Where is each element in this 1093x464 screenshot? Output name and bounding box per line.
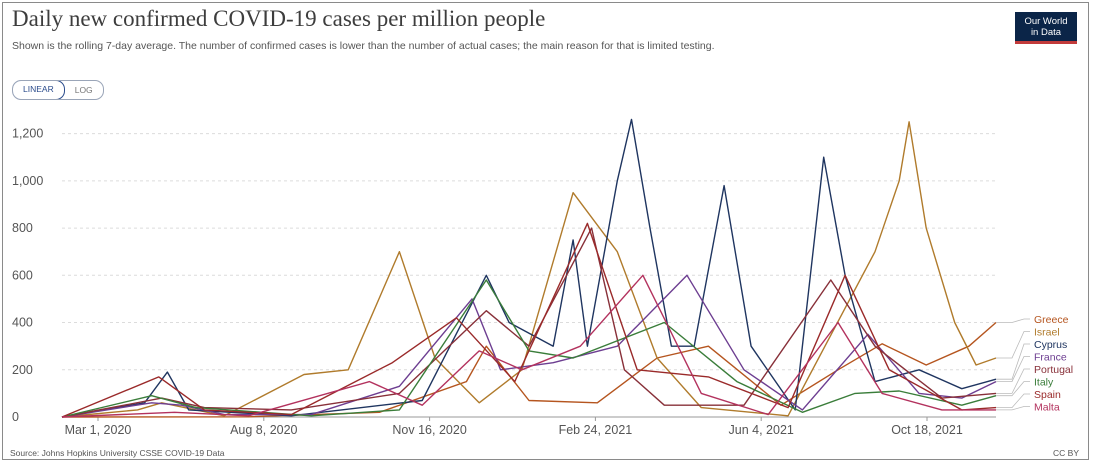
series-line-malta (61, 274, 996, 418)
x-tick-label: Aug 8, 2020 (230, 423, 297, 437)
chart-title: Daily new confirmed COVID-19 cases per m… (12, 6, 546, 31)
log-scale-button[interactable]: LOG (74, 85, 93, 95)
license-link[interactable]: CC BY (1053, 448, 1079, 458)
y-tick-label: 1,200 (12, 127, 43, 141)
logo-line-1: Our World (1024, 15, 1068, 27)
legend-label: Israel (1034, 327, 1060, 339)
linear-scale-button[interactable]: LINEAR (12, 81, 65, 99)
legend-connector (996, 368, 1030, 394)
legend-label: Malta (1034, 402, 1060, 414)
y-tick-label: 0 (12, 410, 19, 424)
legend-label: Spain (1034, 389, 1061, 401)
legend-label: Portugal (1034, 364, 1073, 376)
y-tick-label: 600 (12, 268, 33, 282)
legend-label: Cyprus (1034, 339, 1067, 351)
legend-connector (996, 393, 1030, 409)
series-line-israel (61, 121, 997, 418)
series-line-spain (61, 222, 997, 418)
x-tick-label: Jun 4, 2021 (729, 423, 794, 437)
x-tick-label: Feb 24, 2021 (559, 423, 633, 437)
logo-line-2: in Data (1030, 26, 1062, 38)
legend-connector (996, 318, 1030, 323)
chart-subtitle: Shown is the rolling 7-day average. The … (12, 40, 715, 52)
source-note[interactable]: Source: Johns Hopkins University CSSE CO… (10, 448, 225, 458)
series-line-cyprus (61, 118, 997, 418)
legend-label: Greece (1034, 314, 1069, 326)
y-tick-label: 1,000 (12, 174, 43, 188)
legend-label: France (1034, 352, 1067, 364)
legend-connector (996, 343, 1030, 380)
legend-label: Italy (1034, 377, 1054, 389)
y-tick-label: 200 (12, 363, 33, 377)
x-tick-label: Nov 16, 2020 (392, 423, 466, 437)
legend-connector (996, 331, 1030, 359)
x-tick-label: Mar 1, 2020 (65, 423, 132, 437)
owid-logo[interactable]: Our World in Data (1015, 12, 1077, 44)
legend-connector (996, 356, 1030, 383)
series-line-portugal (61, 227, 997, 418)
x-tick-label: Oct 18, 2021 (891, 423, 963, 437)
series-line-italy (61, 279, 997, 418)
legend-connector (996, 381, 1030, 397)
scale-toggle: LINEAR LOG (12, 80, 104, 100)
y-tick-label: 800 (12, 221, 33, 235)
legend-connector (996, 406, 1030, 411)
y-tick-label: 400 (12, 316, 33, 330)
